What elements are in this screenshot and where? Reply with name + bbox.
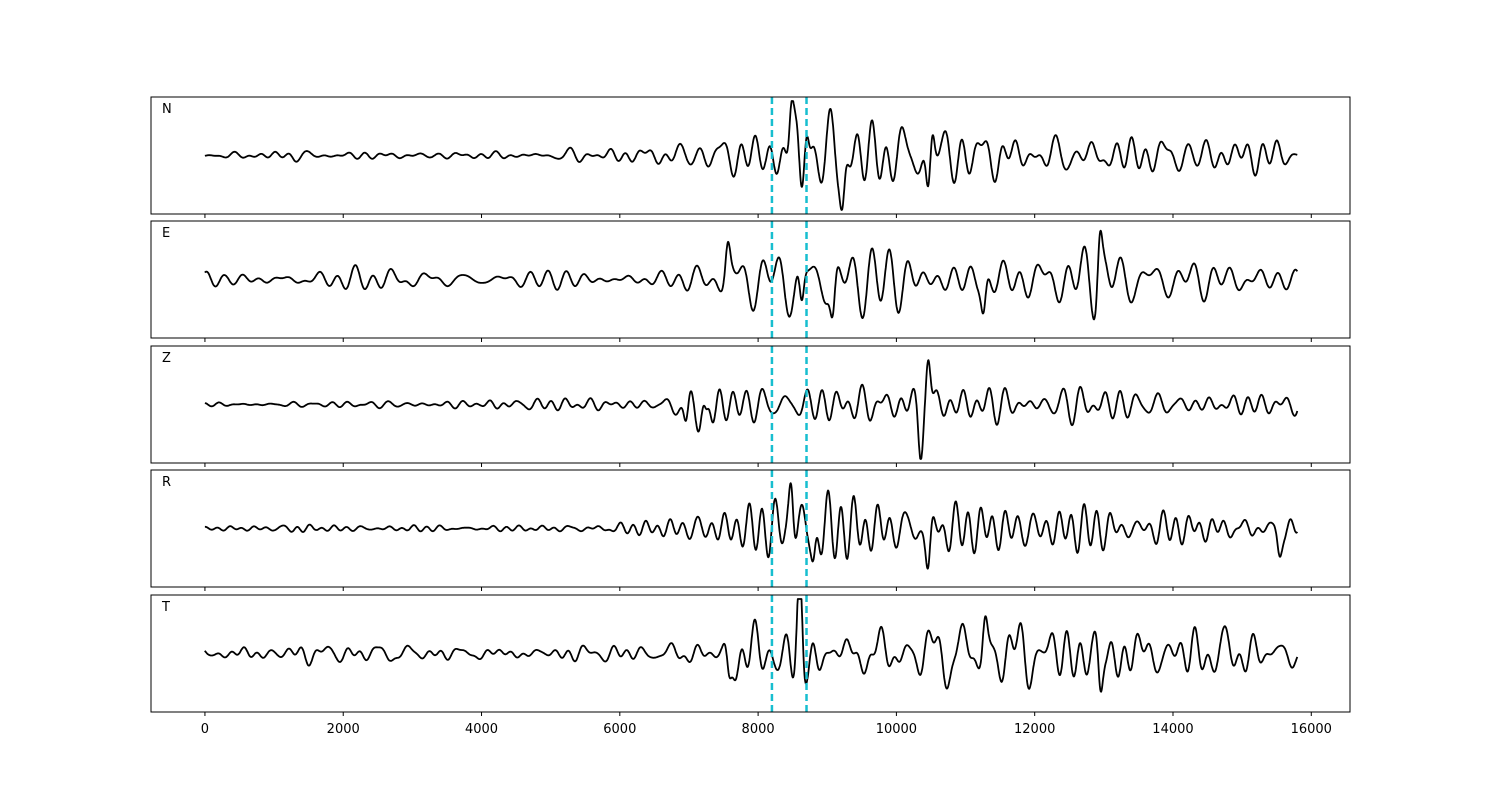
panel-label: T [161, 600, 170, 615]
x-tick-label: 10000 [876, 722, 917, 737]
panel-e: E [150, 220, 1351, 342]
x-tick-label: 14000 [1152, 722, 1193, 737]
trace-n [204, 100, 1298, 211]
panel-z: Z [150, 345, 1351, 467]
panel-t: T [150, 594, 1351, 716]
panel-label: R [162, 475, 171, 490]
panel-frame [150, 469, 1351, 588]
trace-e [204, 229, 1299, 321]
panel-frame [150, 220, 1351, 339]
trace-r [204, 482, 1299, 570]
trace-t [204, 598, 1299, 693]
trace-z [204, 359, 1299, 460]
x-tick-label: 8000 [742, 722, 775, 737]
panel-label: Z [162, 351, 171, 366]
x-tick-label: 16000 [1291, 722, 1332, 737]
x-tick-label: 4000 [465, 722, 498, 737]
x-tick-label: 0 [201, 722, 209, 737]
trace-panels: N E Z R T [150, 96, 1351, 716]
panel-label: N [162, 102, 172, 117]
x-tick-label: 2000 [327, 722, 360, 737]
x-tick-label: 6000 [603, 722, 636, 737]
panel-r: R [150, 469, 1351, 591]
panel-label: E [162, 226, 170, 241]
panel-frame [150, 96, 1351, 215]
x-tick-label: 12000 [1014, 722, 1055, 737]
x-axis: 0 2000 4000 6000 8000 10000 12000 14000 16000 [201, 722, 1332, 737]
panel-frame [150, 594, 1351, 713]
panel-n: N [150, 96, 1351, 218]
panel-frame [150, 345, 1351, 464]
